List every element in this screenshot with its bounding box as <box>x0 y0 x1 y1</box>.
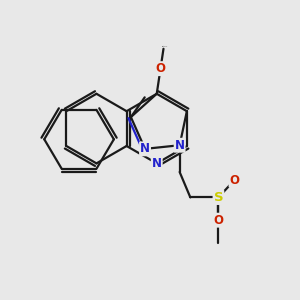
Text: O: O <box>214 214 224 227</box>
Text: N: N <box>175 139 184 152</box>
Text: methoxy: methoxy <box>162 46 168 47</box>
Text: O: O <box>155 62 166 75</box>
Text: O: O <box>230 173 239 187</box>
Text: S: S <box>214 191 223 204</box>
Text: N: N <box>140 142 150 155</box>
Text: N: N <box>152 157 162 170</box>
